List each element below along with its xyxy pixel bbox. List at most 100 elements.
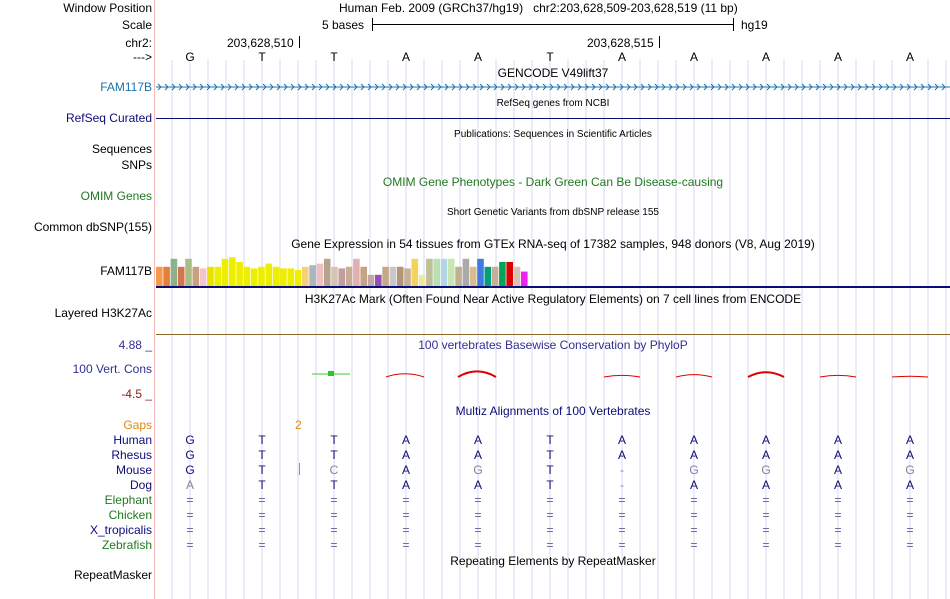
strand-chevron [409, 83, 414, 91]
species-label[interactable]: Mouse [115, 463, 152, 477]
species-label[interactable]: X_tropicalis [89, 523, 152, 537]
gtex-tissue-bar[interactable] [418, 274, 426, 286]
window-position-label: Window Position [63, 1, 152, 15]
gtex-tissue-bar[interactable] [367, 274, 375, 286]
gtex-tissue-bar[interactable] [521, 271, 528, 286]
gtex-tissue-bar[interactable] [258, 266, 265, 286]
strand-chevron [402, 83, 407, 91]
reference-base: G [185, 50, 195, 64]
gtex-tissue-bar[interactable] [433, 258, 440, 286]
species-label[interactable]: Dog [129, 478, 152, 492]
gtex-tissue-bar[interactable] [214, 266, 221, 286]
alignment-base: = [402, 523, 410, 537]
gtex-tissue-bar[interactable] [469, 266, 477, 286]
species-label[interactable]: Zebrafish [101, 538, 152, 552]
alignment-base: A [905, 478, 914, 492]
gencode-gene-model[interactable] [156, 81, 950, 93]
gtex-tissue-bar[interactable] [455, 266, 462, 286]
gap-count: 2 [295, 418, 302, 432]
gtex-gene-label[interactable]: FAM117B [100, 264, 152, 278]
refseq-gene-line[interactable] [156, 118, 950, 119]
species-label[interactable]: Chicken [108, 508, 152, 522]
snps-label[interactable]: SNPs [121, 158, 152, 172]
gtex-tissue-bar[interactable] [250, 268, 258, 286]
gtex-tissue-bar[interactable] [236, 262, 243, 286]
h3k27ac-label[interactable]: Layered H3K27Ac [54, 306, 152, 320]
alignment-base: = [258, 538, 266, 552]
gtex-tissue-bar[interactable] [192, 266, 200, 286]
gtex-tissue-bar[interactable] [411, 258, 419, 286]
strand-chevron [185, 83, 190, 91]
gtex-tissue-bar[interactable] [331, 266, 338, 286]
phylop-conservation-plot[interactable] [156, 364, 950, 384]
gtex-tissue-bar[interactable] [440, 258, 448, 286]
gtex-tissue-bar[interactable] [243, 266, 251, 286]
gtex-tissue-bar[interactable] [221, 258, 229, 286]
gtex-tissue-bar[interactable] [156, 266, 163, 286]
gtex-expression-bars[interactable] [156, 252, 950, 288]
gtex-tissue-bar[interactable] [323, 258, 331, 286]
gtex-tissue-bar[interactable] [404, 268, 411, 286]
gtex-tissue-bar[interactable] [316, 263, 324, 286]
gtex-tissue-bar[interactable] [513, 266, 521, 286]
strand-chevron [605, 83, 610, 91]
gtex-tissue-bar[interactable] [170, 258, 178, 286]
alignment-base: = [906, 538, 914, 552]
gtex-tissue-bar[interactable] [265, 263, 273, 286]
repeatmasker-label[interactable]: RepeatMasker [73, 568, 152, 582]
gtex-tissue-bar[interactable] [280, 268, 287, 286]
gtex-tissue-bar[interactable] [477, 258, 484, 286]
gtex-tissue-bar[interactable] [484, 266, 492, 286]
gtex-tissue-bar[interactable] [499, 262, 506, 286]
gtex-tissue-bar[interactable] [491, 266, 499, 286]
gtex-tissue-bar[interactable] [462, 258, 470, 286]
gtex-tissue-bar[interactable] [448, 258, 455, 286]
strand-chevron [465, 83, 470, 91]
gencode-gene-label[interactable]: FAM117B [100, 80, 152, 94]
gtex-tissue-bar[interactable] [375, 274, 382, 286]
gaps-label[interactable]: Gaps [123, 418, 152, 432]
reference-base: A [905, 50, 914, 64]
alignment-base: G [185, 463, 195, 477]
gtex-tissue-bar[interactable] [345, 266, 353, 286]
sequences-label[interactable]: Sequences [91, 142, 152, 156]
species-label[interactable]: Human [113, 433, 152, 447]
cons-track-title: 100 vertebrates Basewise Conservation by… [418, 338, 688, 352]
strand-chevron [675, 83, 680, 91]
gtex-tissue-bar[interactable] [389, 266, 397, 286]
gtex-tissue-bar[interactable] [426, 258, 433, 286]
cons-label[interactable]: 100 Vert. Cons [72, 362, 152, 376]
gtex-tissue-bar[interactable] [287, 268, 294, 286]
gtex-tissue-bar[interactable] [272, 266, 280, 286]
strand-chevron [157, 83, 162, 91]
gtex-tissue-bar[interactable] [185, 258, 192, 286]
gtex-tissue-bar[interactable] [309, 265, 316, 286]
gtex-tissue-bar[interactable] [199, 268, 207, 286]
gtex-tissue-bar[interactable] [294, 270, 302, 286]
omim-label[interactable]: OMIM Genes [80, 189, 152, 203]
gtex-tissue-bar[interactable] [163, 266, 170, 286]
gtex-tissue-bar[interactable] [382, 266, 389, 286]
species-label[interactable]: Elephant [104, 493, 152, 507]
strand-chevron [710, 83, 715, 91]
dbsnp-label[interactable]: Common dbSNP(155) [33, 220, 152, 234]
alignment-base: T [546, 433, 554, 447]
strand-chevron [941, 83, 946, 91]
gtex-tissue-bar[interactable] [229, 257, 236, 286]
refseq-label[interactable]: RefSeq Curated [65, 111, 152, 125]
gtex-tissue-bar[interactable] [177, 266, 185, 286]
gtex-tissue-bar[interactable] [353, 258, 360, 286]
strand-chevron [584, 83, 589, 91]
gtex-tissue-bar[interactable] [302, 266, 309, 286]
strand-chevron [899, 83, 904, 91]
gtex-tissue-bar[interactable] [207, 266, 214, 286]
coord-2-tick [659, 36, 660, 48]
alignment-base: T [258, 463, 266, 477]
strand-chevron [815, 83, 820, 91]
gtex-tissue-bar[interactable] [338, 268, 346, 286]
gtex-tissue-bar[interactable] [396, 266, 404, 286]
gtex-tissue-bar[interactable] [506, 262, 513, 286]
species-label[interactable]: Rhesus [111, 448, 152, 462]
gtex-tissue-bar[interactable] [360, 266, 367, 286]
